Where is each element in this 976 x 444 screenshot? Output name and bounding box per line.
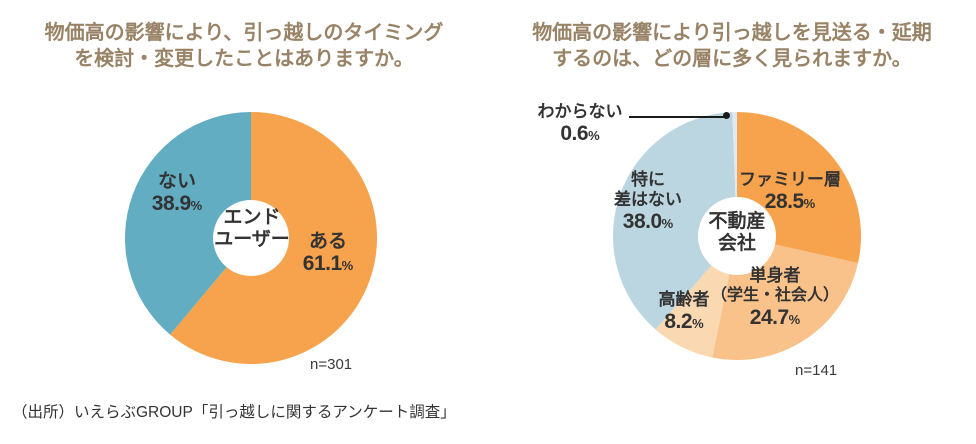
left-chart-title: 物価高の影響により、引っ越しのタイミング を検討・変更したことはありますか。: [0, 20, 488, 72]
right-donut-center-label: 不動産 会社: [677, 211, 797, 255]
right-chart-title: 物価高の影響により引っ越しを見送る・延期 するのは、どの層に多く見られますか。: [488, 20, 976, 72]
right-segment-label-wakaranai: わからない 0.6%: [531, 102, 629, 148]
right-donut-chart: [613, 112, 861, 360]
right-segment-korei-pct: 8.2%: [664, 310, 704, 333]
right-segment-family-pct: 28.5%: [764, 190, 816, 213]
left-segment-aru-pct: 61.1%: [302, 252, 354, 275]
left-center-line1: エンド: [223, 207, 281, 228]
right-chart-title-line1: 物価高の影響により引っ越しを見送る・延期: [532, 22, 932, 44]
right-segment-tanshin-name-line1: 単身者: [749, 266, 801, 285]
right-segment-tokuni-pct: 38.0%: [622, 210, 674, 233]
left-chart-title-line2: を検討・変更したことはありますか。: [74, 48, 414, 70]
right-center-line2: 会社: [717, 233, 756, 254]
left-donut-chart: [125, 112, 377, 364]
donut-segment-ない: [125, 112, 251, 335]
left-segment-nai-name: ない: [157, 171, 196, 192]
left-chart-title-line1: 物価高の影響により、引っ越しのタイミング: [44, 22, 444, 44]
left-center-line2: ユーザー: [214, 229, 290, 250]
left-segment-label-nai: ない 38.9%: [117, 171, 237, 218]
right-segment-family-name: ファミリー層: [739, 170, 841, 189]
wakaranai-leader-line: [629, 116, 726, 118]
right-segment-tokuni-name-line2: 差はない: [614, 190, 682, 209]
donut-center-hole: [698, 197, 776, 275]
left-sample-size: n=301: [310, 356, 353, 373]
left-segment-nai-pct: 38.9%: [151, 192, 203, 215]
right-segment-tanshin-pct: 24.7%: [749, 306, 801, 329]
right-segment-wakaranai-name: わからない: [537, 102, 623, 121]
right-sample-size: n=141: [795, 362, 838, 379]
source-citation: （出所）いえらぶGROUP「引っ越しに関するアンケート調査」: [12, 404, 456, 421]
right-segment-tanshin-name-line2: （学生・社会人）: [710, 287, 839, 304]
right-segment-tokuni-name-line1: 特に: [631, 170, 665, 189]
right-segment-label-family: ファミリー層 28.5%: [730, 170, 850, 216]
right-segment-label-tanshin: 単身者 （学生・社会人） 24.7%: [705, 266, 845, 332]
left-segment-aru-name: ある: [308, 231, 347, 252]
left-segment-label-aru: ある 61.1%: [268, 231, 388, 278]
right-center-line1: 不動産: [708, 211, 766, 232]
right-segment-korei-name: 高齢者: [658, 290, 710, 309]
right-chart-title-line2: するのは、どの層に多く見られますか。: [552, 48, 912, 70]
donut-segment-特に差はない: [613, 112, 737, 330]
donut-center-hole: [213, 200, 289, 276]
left-donut-center-label: エンド ユーザー: [192, 207, 312, 251]
right-segment-label-korei: 高齢者 8.2%: [634, 290, 734, 336]
wakaranai-leader-dot: [723, 112, 730, 119]
right-segment-wakaranai-pct: 0.6%: [560, 122, 600, 145]
right-segment-label-tokuni: 特に 差はない 38.0%: [593, 170, 703, 236]
